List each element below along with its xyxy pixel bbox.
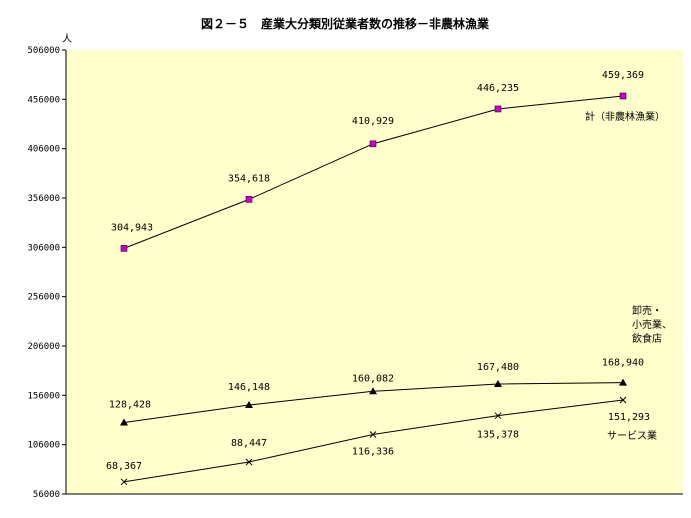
series-name-label: サービス業 (607, 429, 657, 442)
data-point-square (245, 196, 253, 203)
series-3: 68,367 88,447 116,336 135,378 151,293 (106, 396, 650, 486)
series-2: 128,428 146,148 160,082 167,480 168,940 (109, 358, 644, 426)
data-point-triangle (245, 401, 253, 409)
series-1: 304,943 354,618 410,929 446,235 459,369 (111, 70, 644, 252)
data-label: 168,940 (602, 358, 644, 369)
data-label: 160,082 (352, 373, 394, 384)
data-point-triangle (619, 378, 627, 386)
data-point-x (494, 412, 502, 420)
y-tick-label: 306000 (27, 243, 60, 253)
data-point-square (369, 140, 377, 148)
y-tick-label: 456000 (27, 95, 60, 105)
data-label: 116,336 (352, 446, 394, 457)
data-label: 151,293 (608, 412, 650, 423)
y-tick-label: 156000 (27, 391, 60, 401)
axes: 506000 456000 406000 356000 306000 256000 2060… (27, 46, 683, 500)
data-point-triangle (494, 380, 502, 388)
y-tick-label: 206000 (27, 342, 60, 352)
data-label: 410,929 (352, 116, 394, 127)
data-point-triangle (369, 387, 377, 395)
y-tick-label: 56000 (33, 490, 60, 500)
plot-area (66, 50, 683, 494)
data-point-square (494, 105, 502, 113)
data-point-x (619, 396, 627, 404)
data-point-x (120, 478, 128, 486)
data-label: 146,148 (228, 382, 270, 393)
y-tick-label: 406000 (27, 145, 60, 155)
series-layer: 304,943 354,618 410,929 446,235 459,369 128,4… (106, 70, 672, 486)
data-point-square (120, 245, 128, 252)
data-point-x (245, 458, 253, 466)
data-point-square (619, 92, 627, 100)
data-label: 88,447 (231, 438, 267, 449)
data-label: 128,428 (109, 400, 151, 411)
data-label: 135,378 (477, 430, 519, 441)
data-label: 459,369 (602, 70, 644, 81)
data-label: 354,618 (228, 173, 270, 184)
y-tick-label: 506000 (27, 46, 60, 56)
data-label: 68,367 (106, 461, 142, 472)
data-label: 304,943 (111, 222, 153, 233)
chart-title: 図２－５ 産業大分類別従業者数の推移－非農林漁業 (201, 16, 490, 31)
series-name-label: 卸売・小売業、飲食店 (632, 304, 672, 345)
data-point-x (369, 431, 377, 438)
data-label: 446,235 (477, 83, 519, 94)
series-name-label: 計（非農林漁業） (585, 110, 665, 123)
y-tick-label: 356000 (27, 194, 60, 204)
data-label: 167,480 (477, 362, 519, 373)
data-point-triangle (120, 418, 128, 426)
y-axis-unit: 人 (62, 33, 72, 45)
y-tick-label: 106000 (27, 441, 60, 451)
y-tick-label: 256000 (27, 293, 60, 303)
